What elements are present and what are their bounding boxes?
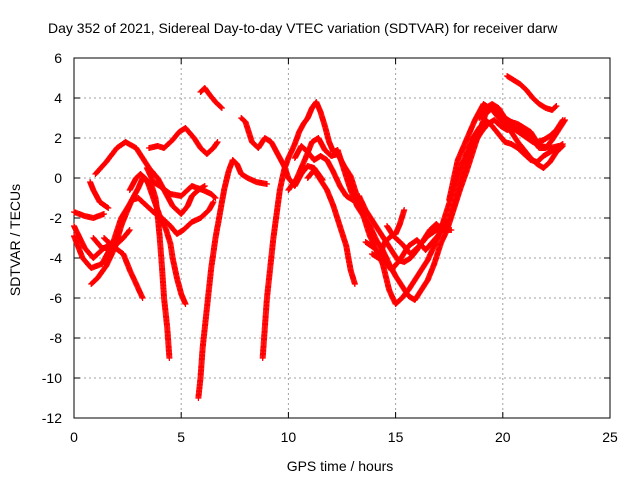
x-tick-label: 20 — [495, 429, 511, 445]
data-point — [264, 181, 270, 187]
y-tick-label: 0 — [54, 170, 62, 186]
data-point — [441, 219, 448, 226]
data-point — [448, 227, 455, 233]
data-point — [552, 103, 559, 110]
y-tick-label: -12 — [42, 410, 62, 426]
data-point — [559, 117, 566, 123]
data-point — [218, 105, 225, 111]
x-tick-label: 15 — [388, 429, 404, 445]
data-point — [441, 219, 448, 225]
series-s1 — [71, 209, 107, 221]
data-point — [401, 207, 408, 213]
grid — [74, 58, 610, 418]
series-s13 — [197, 85, 225, 111]
x-tick-label: 0 — [70, 429, 78, 445]
y-tick-label: 6 — [54, 50, 62, 66]
data-point — [105, 205, 112, 211]
y-tick-label: 2 — [54, 130, 62, 146]
axis-ticks — [73, 57, 611, 419]
series-s11 — [143, 165, 219, 201]
series-s18 — [304, 167, 358, 287]
data-point — [351, 281, 358, 287]
data-point — [218, 104, 225, 111]
y-tick-label: -2 — [50, 210, 63, 226]
x-tick-label: 5 — [177, 429, 185, 445]
y-tick-label: 4 — [54, 90, 62, 106]
data-point — [553, 103, 560, 109]
series-s12 — [195, 157, 270, 401]
data-point — [139, 295, 146, 301]
series-s9 — [126, 171, 189, 307]
data-point — [211, 194, 218, 201]
series-s23 — [476, 101, 566, 145]
y-tick-label: -10 — [42, 370, 62, 386]
x-tick-labels: 0 5 10 15 20 25 — [70, 429, 618, 445]
data-point — [559, 141, 566, 147]
series-s10 — [146, 125, 221, 157]
data-point — [104, 204, 111, 211]
y-tick-labels: -12 -10 -8 -6 -4 -2 0 2 4 6 — [42, 50, 62, 426]
series-s8 — [101, 235, 146, 301]
data-point — [182, 301, 189, 307]
data-point — [555, 143, 562, 149]
series-s24 — [504, 73, 560, 113]
series-s20 — [362, 227, 455, 273]
x-tick-label: 10 — [281, 429, 297, 445]
series-s21 — [384, 219, 448, 257]
data-points — [71, 73, 568, 401]
series-s4 — [87, 179, 112, 211]
data-point — [126, 227, 132, 234]
x-tick-label: 25 — [602, 429, 618, 445]
y-tick-label: -6 — [50, 290, 63, 306]
data-point — [210, 199, 217, 205]
x-axis-label: GPS time / hours — [287, 458, 394, 474]
data-point — [212, 195, 219, 201]
y-tick-label: -8 — [50, 330, 63, 346]
y-axis-label: SDTVAR / TECUs — [7, 184, 23, 296]
y-tick-label: -4 — [50, 250, 63, 266]
data-point — [166, 355, 173, 361]
data-point — [126, 227, 133, 233]
chart-title: Day 352 of 2021, Sidereal Day-to-day VTE… — [48, 20, 558, 36]
data-point — [101, 211, 107, 217]
data-point — [214, 139, 221, 145]
